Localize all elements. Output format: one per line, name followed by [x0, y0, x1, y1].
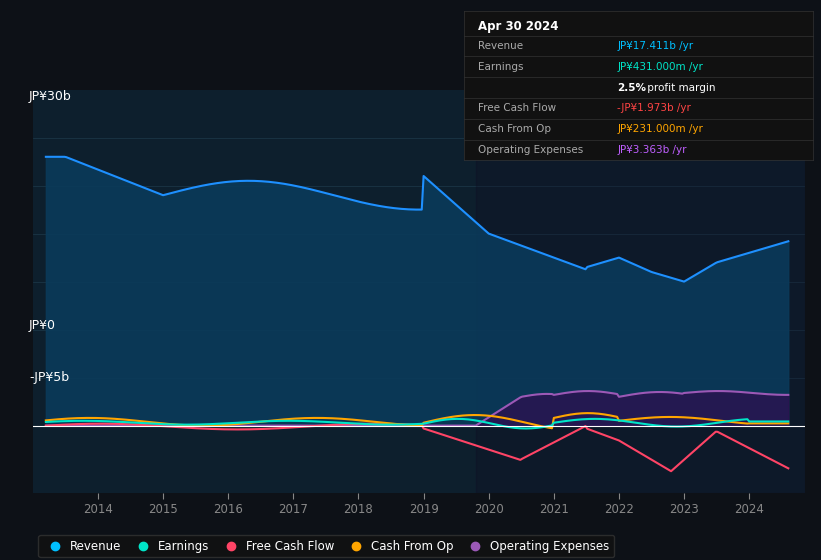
Text: Revenue: Revenue: [478, 41, 523, 51]
Text: Cash From Op: Cash From Op: [478, 124, 551, 134]
Text: JP¥231.000m /yr: JP¥231.000m /yr: [617, 124, 704, 134]
Text: 2.5%: 2.5%: [617, 83, 646, 92]
Text: -JP¥1.973b /yr: -JP¥1.973b /yr: [617, 104, 691, 114]
Bar: [475, 90, 805, 493]
Legend: Revenue, Earnings, Free Cash Flow, Cash From Op, Operating Expenses: Revenue, Earnings, Free Cash Flow, Cash …: [38, 535, 614, 557]
Text: JP¥0: JP¥0: [29, 319, 56, 332]
Text: JP¥17.411b /yr: JP¥17.411b /yr: [617, 41, 694, 51]
Text: JP¥431.000m /yr: JP¥431.000m /yr: [617, 62, 704, 72]
Text: JP¥3.363b /yr: JP¥3.363b /yr: [617, 145, 687, 155]
Text: Operating Expenses: Operating Expenses: [478, 145, 583, 155]
Text: Earnings: Earnings: [478, 62, 523, 72]
Text: Apr 30 2024: Apr 30 2024: [478, 20, 558, 33]
Text: Free Cash Flow: Free Cash Flow: [478, 104, 556, 114]
Text: -JP¥5b: -JP¥5b: [29, 371, 69, 384]
Text: profit margin: profit margin: [644, 83, 715, 92]
Text: JP¥30b: JP¥30b: [29, 90, 71, 102]
